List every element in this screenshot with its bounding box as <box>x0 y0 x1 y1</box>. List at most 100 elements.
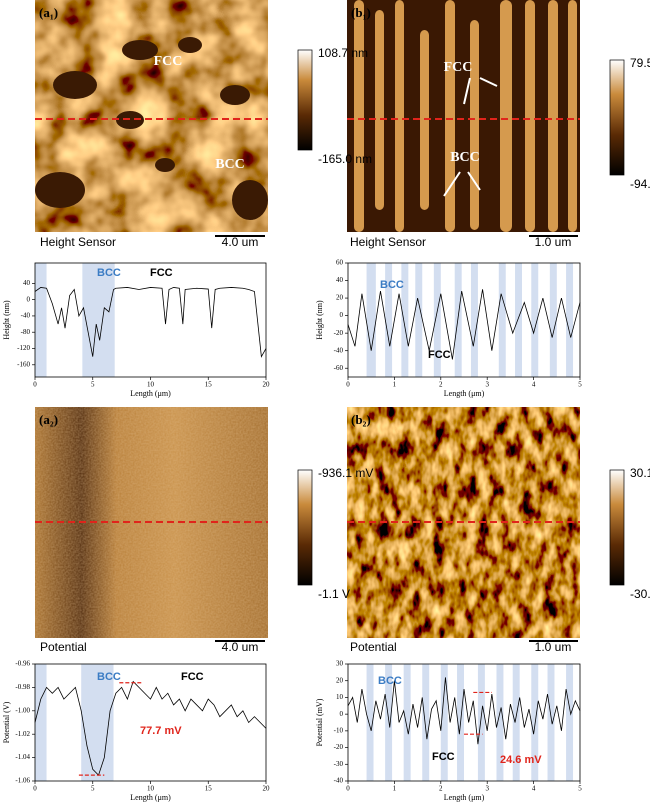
phase-band <box>549 263 557 377</box>
x-axis-title: Length (μm) <box>130 389 171 398</box>
phase-band <box>566 664 574 781</box>
phase-band <box>531 664 539 781</box>
annotation: 77.7 mV <box>140 725 182 737</box>
x-tick-label: 5 <box>91 785 95 793</box>
x-tick-label: 2 <box>439 381 443 389</box>
phase-band <box>515 263 522 377</box>
colorbar-max: 30.1 mV <box>630 466 650 480</box>
phase-band <box>403 664 411 781</box>
y-tick-label: 40 <box>336 276 344 284</box>
y-axis-title: Potential (V) <box>2 701 11 743</box>
y-tick-label: 20 <box>336 294 344 302</box>
y-tick-label: -1.02 <box>15 730 30 738</box>
scale-label: 1.0 um <box>535 640 572 654</box>
phase-band <box>496 664 504 781</box>
colorbar-max: -936.1 mV <box>318 466 373 480</box>
x-tick-label: 20 <box>263 785 271 793</box>
y-tick-label: -1.00 <box>15 706 30 714</box>
x-tick-label: 4 <box>532 381 536 389</box>
annotation: BCC <box>380 279 404 291</box>
y-tick-label: 0 <box>27 295 31 303</box>
y-tick-label: -0.98 <box>15 683 30 691</box>
plot-frame <box>34 663 267 782</box>
y-tick-label: -40 <box>334 777 344 785</box>
phase-band <box>498 263 506 377</box>
colorbar-min: -165.0 nm <box>318 152 372 166</box>
profile-line <box>34 287 267 358</box>
phase-band <box>366 664 374 781</box>
x-tick-label: 0 <box>346 381 350 389</box>
phase-band <box>81 664 114 781</box>
y-tick-label: -20 <box>334 329 344 337</box>
colorbar-max: 108.7 nm <box>318 46 368 60</box>
phase-band <box>547 664 555 781</box>
phase-band <box>366 263 376 377</box>
x-tick-label: 5 <box>578 381 582 389</box>
y-tick-label: 20 <box>336 676 344 684</box>
domains <box>35 37 268 220</box>
phase-band <box>566 263 574 377</box>
annotation: BCC <box>97 671 121 683</box>
panel-label: (b₁) <box>351 5 371 20</box>
phase-band <box>385 664 393 781</box>
x-tick-label: 0 <box>346 785 350 793</box>
phase-band <box>470 263 478 377</box>
caption: Height Sensor <box>350 235 426 249</box>
y-tick-label: -80 <box>21 328 31 336</box>
profile-chart: 0 5 10 15 20 -160 -120 -80 -40 0 40 Length (μm) Heig… <box>2 262 271 398</box>
annotation: FCC <box>150 267 173 279</box>
phase-band <box>35 664 47 781</box>
plot-frame <box>347 262 581 378</box>
colorbar-min: -1.1 V <box>318 587 350 601</box>
phase-band <box>401 263 409 377</box>
scale-label: 1.0 um <box>535 235 572 249</box>
annotation: FCC <box>432 751 455 763</box>
phase-label: FCC <box>154 54 183 69</box>
annotation: FCC <box>428 349 451 361</box>
x-tick-label: 0 <box>33 785 37 793</box>
x-tick-label: 3 <box>485 381 489 389</box>
caption: Potential <box>350 640 397 654</box>
y-tick-label: 60 <box>336 259 344 267</box>
x-tick-label: 20 <box>263 381 271 389</box>
x-tick-label: 1 <box>393 785 397 793</box>
x-axis-title: Length (μm) <box>130 793 171 802</box>
profile-lines <box>35 118 580 523</box>
panel-label: (a₁) <box>39 5 58 20</box>
y-tick-label: 0 <box>340 311 344 319</box>
colorbar-max: 79.5 nm <box>630 56 650 70</box>
colorbars <box>297 49 625 586</box>
y-tick-label: -10 <box>334 726 344 734</box>
phase-band <box>531 263 539 377</box>
phase-band <box>35 263 47 377</box>
phase-band <box>512 664 520 781</box>
y-tick-label: -40 <box>21 312 31 320</box>
phase-label: BCC <box>450 150 480 165</box>
x-tick-label: 3 <box>485 785 489 793</box>
scale-label: 4.0 um <box>222 640 259 654</box>
phase-band <box>477 664 485 781</box>
scale-label: 4.0 um <box>222 235 259 249</box>
x-axis-title: Length (μm) <box>444 389 485 398</box>
x-tick-label: 10 <box>147 381 155 389</box>
panel-images <box>35 0 625 642</box>
y-tick-label: -60 <box>334 364 344 372</box>
phase-band <box>385 263 393 377</box>
y-axis-title: Height (nm) <box>315 300 324 340</box>
y-tick-label: 40 <box>23 279 31 287</box>
x-tick-label: 15 <box>205 381 213 389</box>
caption: Height Sensor <box>40 235 116 249</box>
y-tick-label: 10 <box>336 693 344 701</box>
scale-bars <box>215 235 578 642</box>
profile-line <box>34 680 267 776</box>
plot-frame <box>34 262 267 378</box>
x-tick-label: 0 <box>33 381 37 389</box>
phase-label: BCC <box>215 157 245 172</box>
caption: Potential <box>40 640 87 654</box>
colorbar-min: -30.2 mV <box>630 587 650 601</box>
y-tick-label: -30 <box>334 760 344 768</box>
x-tick-label: 2 <box>439 785 443 793</box>
x-tick-label: 5 <box>91 381 95 389</box>
profile-chart: 0 1 2 3 4 5 -40 -30 -20 -10 0 10 20 30 Length (μm) Pote… <box>315 660 582 802</box>
